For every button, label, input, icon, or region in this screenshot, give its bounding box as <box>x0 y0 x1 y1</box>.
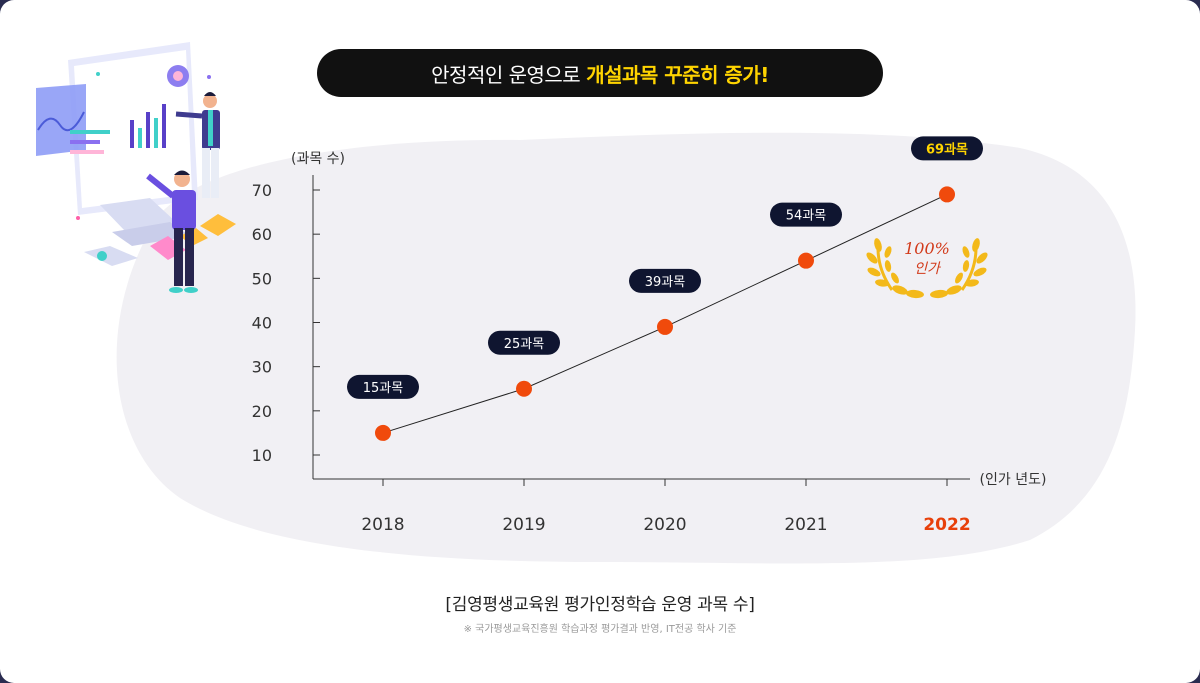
y-ticks: 10 20 30 40 50 60 70 <box>252 181 320 465</box>
badge-word: 인가 <box>914 261 942 277</box>
headline-banner: 안정적인 운영으로 개설과목 꾸준히 증가! <box>317 49 883 97</box>
y-axis-label: (과목 수) <box>291 151 345 167</box>
y-tick-label: 70 <box>252 181 272 200</box>
data-point <box>939 186 955 203</box>
data-label-pill <box>488 330 560 355</box>
data-label: 15과목 <box>363 381 404 396</box>
x-tick-label: 2019 <box>502 515 545 535</box>
data-label-pill <box>911 136 983 161</box>
x-tick-label: 2018 <box>361 515 404 535</box>
y-tick-label: 10 <box>252 446 272 465</box>
data-label-pill <box>629 268 701 293</box>
line-series <box>375 186 955 441</box>
x-tick-label: 2022 <box>923 515 970 535</box>
data-label: 39과목 <box>645 275 686 290</box>
data-point <box>375 424 391 441</box>
data-label-pill <box>770 202 842 227</box>
headline-highlight: 개설과목 꾸준히 증가! <box>586 62 769 87</box>
data-label-pill <box>347 374 419 399</box>
data-label: 25과목 <box>504 337 545 352</box>
chart-caption: [김영평생교육원 평가인정학습 운영 과목 수] <box>445 595 755 615</box>
y-tick-label: 50 <box>252 269 272 288</box>
data-labels: 15과목 25과목 39과목 54과목 69과목 <box>347 136 983 399</box>
x-axis-label: (인가 년도) <box>980 472 1047 488</box>
chart-footnote: ※ 국가평생교육진흥원 학습과정 평가결과 반영, IT전공 학사 기준 <box>463 624 737 635</box>
data-point <box>516 380 532 397</box>
laurel-badge: 100% 인가 <box>866 238 988 299</box>
analytics-illustration <box>36 42 236 293</box>
background-blob <box>116 132 1136 564</box>
headline-text: 안정적인 운영으로 <box>431 62 581 87</box>
y-tick-label: 20 <box>252 402 272 421</box>
data-label: 69과목 <box>926 142 968 157</box>
x-ticks: 2018 2019 2020 2021 2022 <box>361 479 971 535</box>
y-tick-label: 60 <box>252 225 272 244</box>
y-tick-label: 40 <box>252 314 272 333</box>
x-tick-label: 2020 <box>643 515 686 535</box>
x-tick-label: 2021 <box>784 515 827 535</box>
data-point <box>657 318 673 335</box>
y-tick-label: 30 <box>252 358 272 377</box>
badge-percent: 100% <box>904 239 950 258</box>
data-label: 54과목 <box>786 209 827 224</box>
laurel-wreath-icon <box>866 238 988 299</box>
data-point <box>798 252 814 269</box>
